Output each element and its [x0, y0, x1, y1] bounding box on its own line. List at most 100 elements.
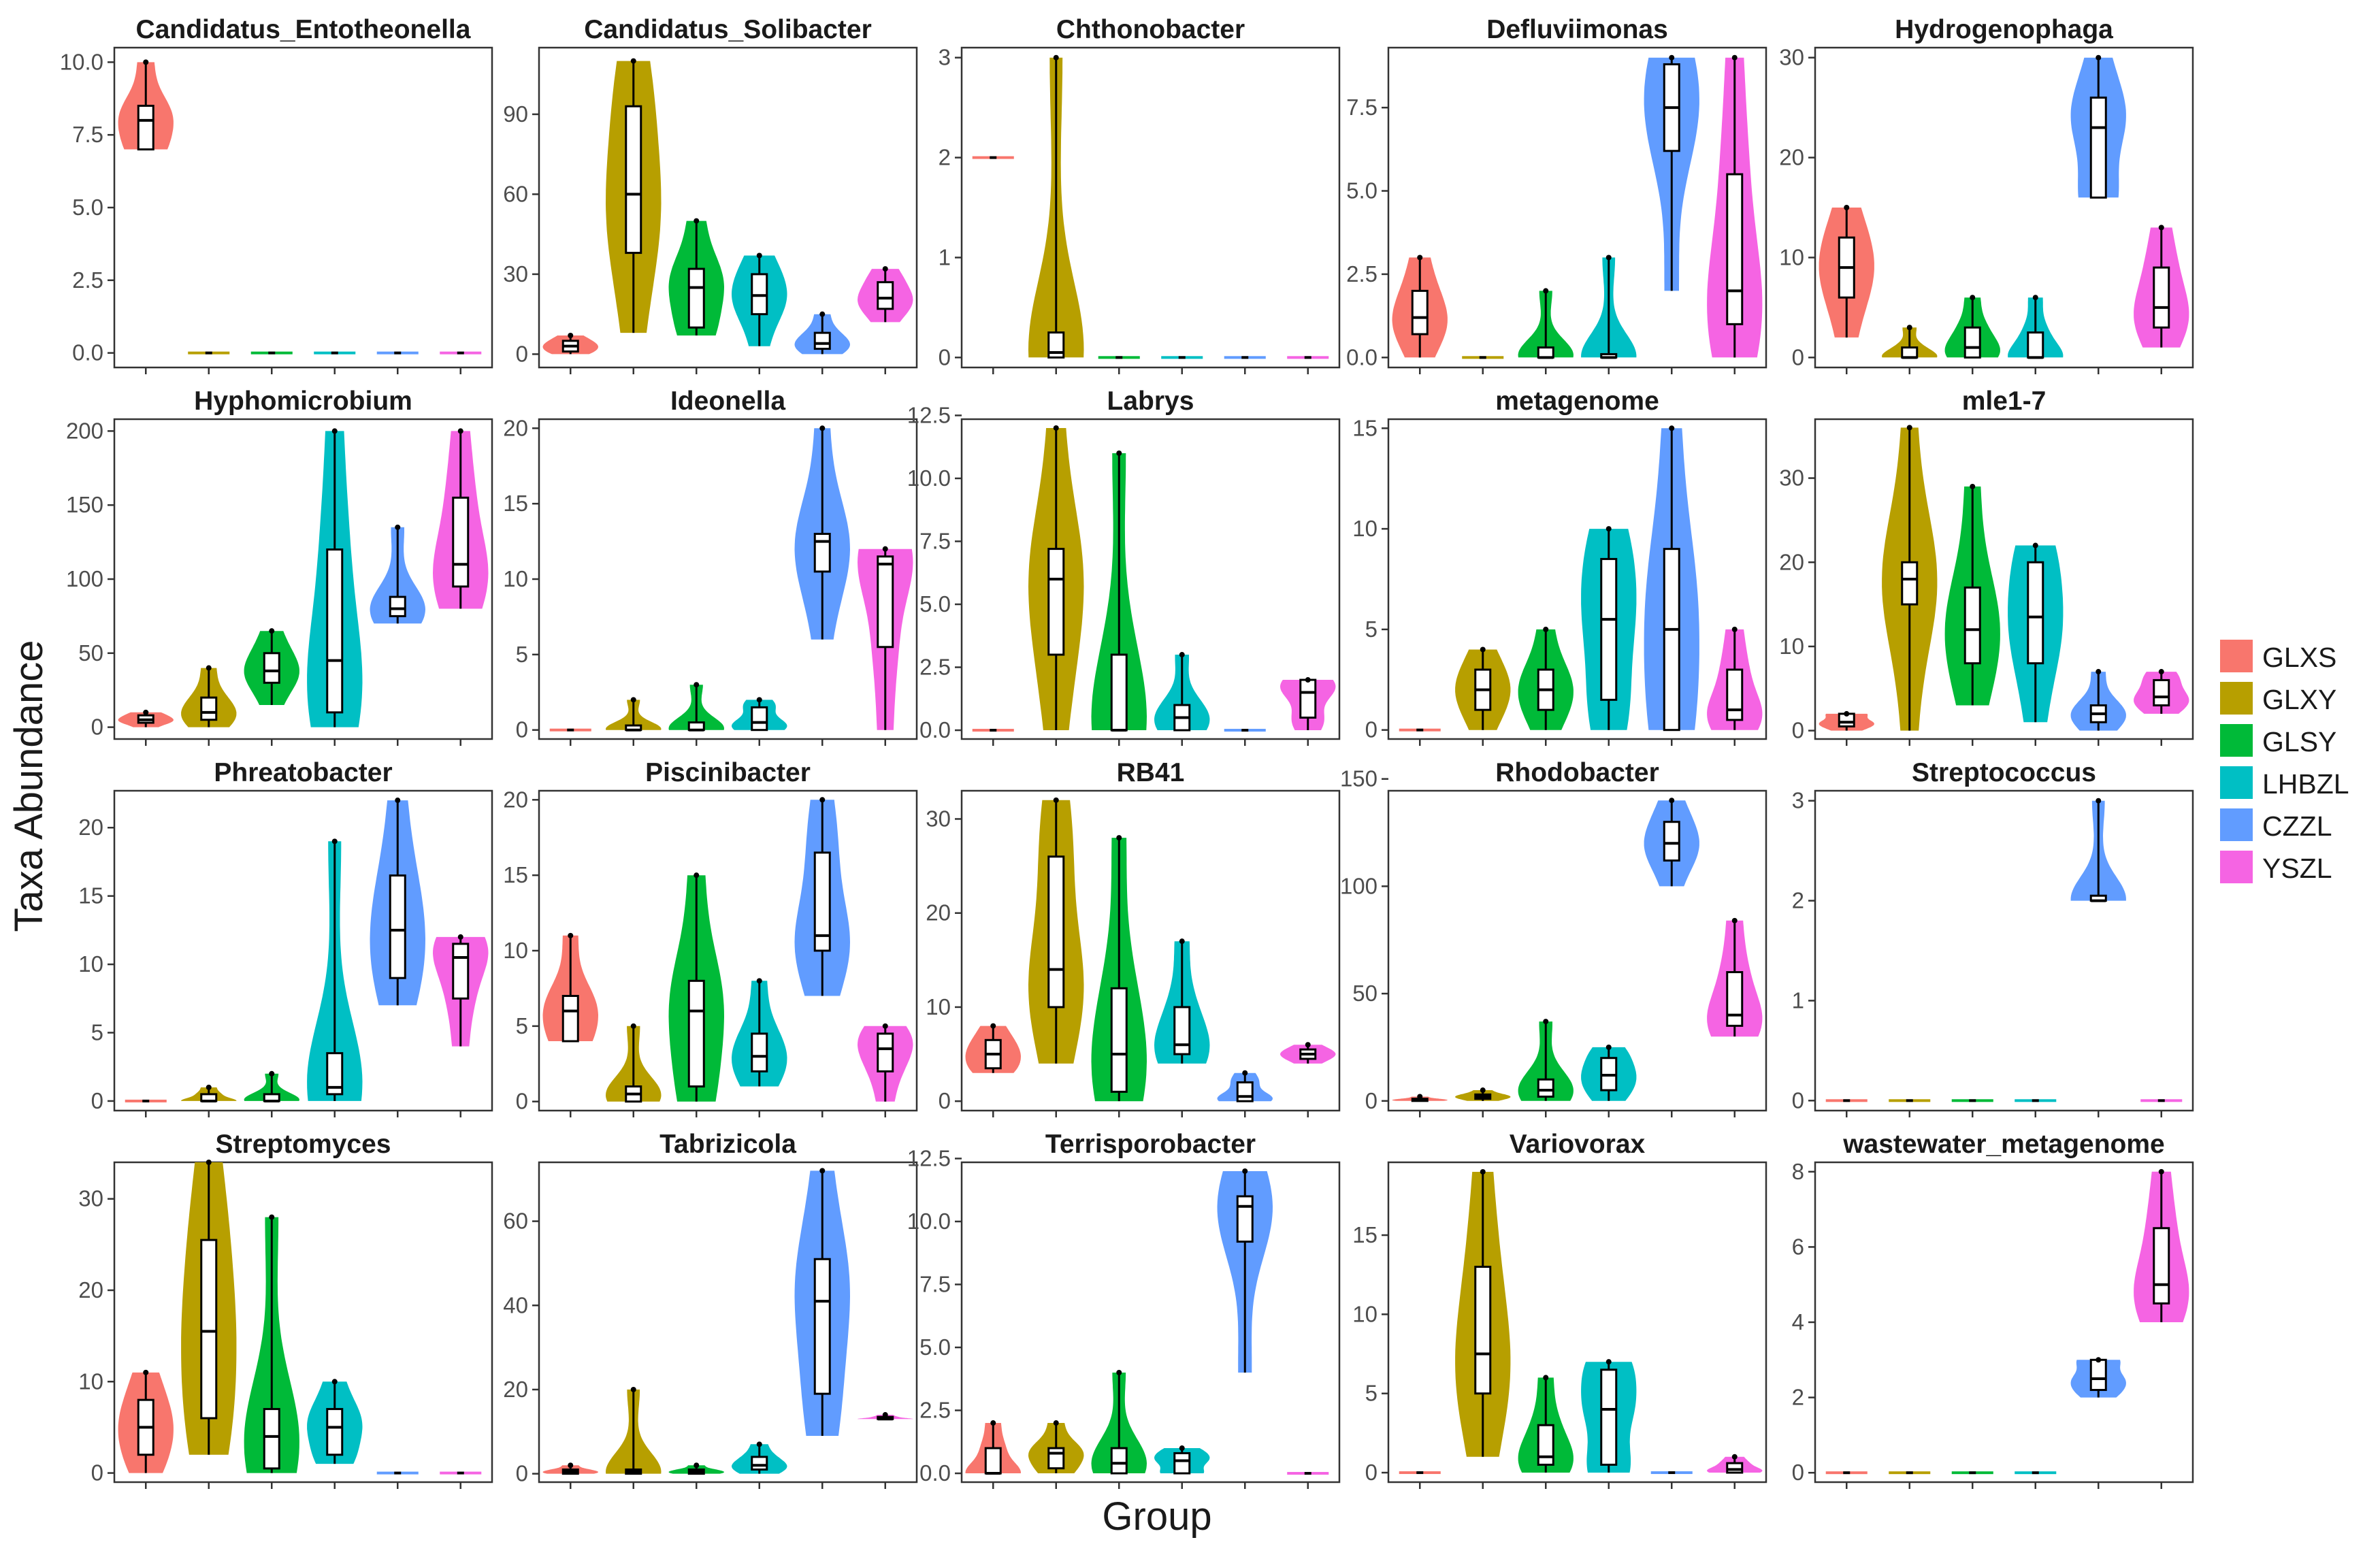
panel-title: mle1-7: [1962, 387, 2047, 416]
panel-title: Hyphomicrobium: [194, 387, 412, 416]
panel-phreatobacter: Phreatobacter 0 5 10 15 20: [78, 758, 493, 1117]
panel-frame: [113, 1161, 493, 1484]
violin-yszl: [858, 546, 913, 730]
violin-glxs: [549, 728, 591, 732]
y-tick-label: 0: [939, 1088, 951, 1113]
violin-glxs: [1399, 1471, 1441, 1475]
panel-candidatus-entotheonella: Candidatus_Entotheonella 0.0 2.5 5.0 7.5 10.0: [60, 15, 493, 374]
panel-rhodobacter: Rhodobacter 0 50 100 150: [1340, 758, 1767, 1117]
x-axis-title: Group: [1102, 1494, 1211, 1539]
panel-rb41: RB41 0 10 20 30: [926, 758, 1341, 1117]
panel-title: Rhodobacter: [1495, 758, 1659, 787]
violin-glxs: [542, 932, 598, 1043]
y-tick-label: 30: [78, 1186, 103, 1211]
panel-frame: [538, 418, 918, 740]
panel-title: Tabrizicola: [659, 1130, 796, 1159]
y-tick-label: 10.0: [907, 1209, 951, 1234]
violin-glxy: [1455, 646, 1511, 730]
outlier-point: [1543, 626, 1549, 632]
violin-yszl: [440, 351, 482, 355]
y-tick-label: 7.5: [919, 1271, 951, 1296]
violin-czzl: [376, 1471, 419, 1475]
y-tick-label: 20: [78, 1277, 103, 1302]
panel-hydrogenophaga: Hydrogenophaga 0 10 20 30: [1779, 15, 2194, 374]
violin-czzl: [1644, 54, 1699, 291]
violin-glsy: [1518, 626, 1574, 730]
box-iqr: [1537, 1078, 1554, 1098]
outlier-point: [1305, 1042, 1311, 1048]
violin-glsy: [250, 351, 293, 355]
legend-swatch: [2220, 851, 2253, 883]
box-iqr: [1726, 1462, 1744, 1474]
y-tick-label: 100: [1340, 873, 1378, 898]
outlier-point: [694, 682, 700, 688]
outlier-point: [1669, 425, 1675, 431]
outlier-point: [1179, 652, 1185, 658]
violin-glsy: [668, 1462, 724, 1475]
y-tick-label: 6: [1792, 1234, 1804, 1259]
outlier-point: [1669, 54, 1675, 61]
outlier-point: [1970, 483, 1976, 489]
violin-yszl: [858, 1023, 913, 1102]
violin-czzl: [370, 798, 425, 1006]
box-iqr: [1173, 1452, 1191, 1475]
y-tick-label: 200: [66, 418, 103, 443]
legend-swatch: [2220, 682, 2253, 715]
violin-czzl: [2070, 669, 2126, 731]
legend-label: LHBZL: [2262, 768, 2349, 800]
box-iqr: [389, 874, 406, 979]
violin-glxs: [118, 709, 174, 727]
panel-frame: [960, 418, 1341, 740]
legend-entry-yszl: YSZL: [2220, 851, 2332, 884]
y-tick-label: 50: [78, 640, 103, 666]
box-iqr: [1110, 653, 1128, 732]
violin-glxs: [1819, 710, 1874, 731]
box-iqr: [1901, 346, 1919, 359]
y-tick-label: 10: [503, 938, 528, 963]
panel-frame: [960, 789, 1341, 1112]
box-iqr: [561, 995, 579, 1043]
y-tick-label: 5.0: [1346, 178, 1378, 203]
violin-glxs: [1392, 1094, 1448, 1102]
y-tick-label: 20: [1779, 145, 1804, 170]
violin-yszl: [2140, 1099, 2183, 1102]
violin-lhbzl: [314, 351, 356, 355]
box-iqr: [751, 1456, 768, 1471]
panel-frame: [1814, 46, 2194, 369]
legend-label: GLXY: [2262, 684, 2336, 715]
outlier-point: [1731, 1454, 1738, 1460]
legend-label: GLSY: [2262, 726, 2336, 757]
y-tick-label: 2: [939, 145, 951, 170]
y-tick-label: 90: [503, 101, 528, 127]
y-axis-title: Taxa Abundance: [7, 640, 51, 932]
box-iqr: [984, 1447, 1002, 1475]
legend-label: YSZL: [2262, 853, 2332, 884]
outlier-point: [331, 838, 338, 845]
violin-glsy: [668, 218, 724, 335]
outlier-point: [2096, 1357, 2102, 1363]
outlier-point: [457, 934, 463, 940]
y-tick-label: 7.5: [72, 122, 103, 147]
violin-glxy: [606, 58, 662, 333]
violin-yszl: [1707, 54, 1763, 358]
violin-glxy: [606, 697, 662, 732]
box-iqr: [813, 851, 831, 952]
panel-piscinibacter: Piscinibacter 0 5 10 15 20: [503, 758, 918, 1117]
violin-lhbzl: [2015, 1471, 2057, 1475]
violin-glxy: [188, 351, 230, 355]
violin-czzl: [1650, 1471, 1693, 1475]
violin-lhbzl: [307, 1379, 363, 1464]
y-tick-label: 0: [1365, 717, 1378, 742]
panel-metagenome: metagenome 0 5 10 15: [1352, 387, 1767, 746]
violin-glxy: [1462, 356, 1504, 359]
outlier-point: [990, 1023, 996, 1029]
box-iqr: [200, 1239, 218, 1420]
y-tick-label: 0: [1792, 1087, 1804, 1113]
y-tick-label: 0.0: [919, 717, 951, 742]
box-iqr: [452, 943, 470, 1000]
violin-lhbzl: [1154, 652, 1210, 732]
violin-glsy: [1944, 295, 2000, 359]
box-iqr: [1663, 548, 1680, 732]
panel-candidatus-solibacter: Candidatus_Solibacter 0 30 60 90: [503, 15, 918, 374]
violin-glxy: [1882, 425, 1938, 731]
